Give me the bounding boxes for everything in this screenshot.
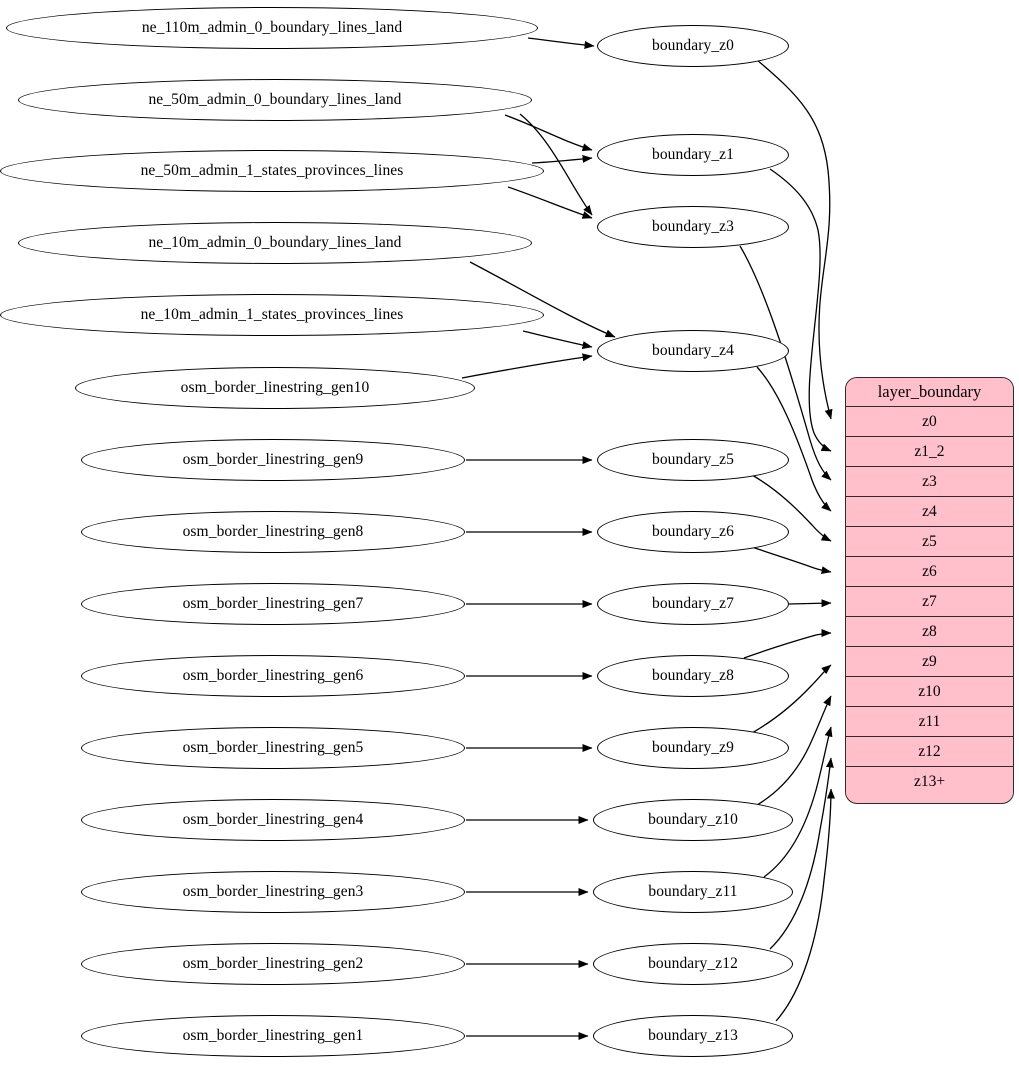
node-label: boundary_z5 [651,451,735,469]
layer-boundary-row-z6[interactable]: z6 [846,557,1013,587]
edge-osm_border_linestring_gen10-to-boundary_z4 [461,353,593,379]
boundary-node-boundary_z13[interactable]: boundary_z13 [593,1015,793,1057]
source-node-osm_border_linestring_gen6[interactable]: osm_border_linestring_gen6 [81,655,465,697]
boundary-node-boundary_z0[interactable]: boundary_z0 [597,25,789,67]
node-label: boundary_z1 [651,146,735,164]
layer-boundary-row-z1_2[interactable]: z1_2 [846,437,1013,467]
node-label: boundary_z3 [651,218,735,236]
source-node-osm_border_linestring_gen10[interactable]: osm_border_linestring_gen10 [75,367,475,409]
layer-boundary-row-z11[interactable]: z11 [846,707,1013,737]
node-label: osm_border_linestring_gen3 [182,883,364,901]
layer-boundary-row-z3[interactable]: z3 [846,467,1013,497]
edge-boundary_z7-to-z7 [788,599,832,608]
boundary-node-boundary_z4[interactable]: boundary_z4 [597,330,789,372]
layer-boundary-row-z13+[interactable]: z13+ [846,767,1013,797]
node-label: boundary_z9 [651,739,735,757]
source-node-osm_border_linestring_gen7[interactable]: osm_border_linestring_gen7 [81,583,465,625]
edge-boundary_z8-to-z8 [743,629,832,659]
node-label: boundary_z13 [648,1027,738,1045]
node-label: boundary_z10 [648,811,738,829]
edge-ne_110m_admin_0_boundary_lines_land-to-boundary_z0 [527,37,595,49]
node-label: boundary_z4 [651,342,735,360]
boundary-node-boundary_z8[interactable]: boundary_z8 [597,655,789,697]
boundary-node-boundary_z6[interactable]: boundary_z6 [597,511,789,553]
node-label: osm_border_linestring_gen1 [182,1027,364,1045]
layer-boundary-row-z7[interactable]: z7 [846,587,1013,617]
node-label: boundary_z8 [651,667,735,685]
node-label: osm_border_linestring_gen4 [182,811,364,829]
layer-boundary-row-z12[interactable]: z12 [846,737,1013,767]
node-label: osm_border_linestring_gen7 [182,595,364,613]
layer-boundary-row-z0[interactable]: z0 [846,407,1013,437]
boundary-node-boundary_z3[interactable]: boundary_z3 [597,206,789,248]
node-label: boundary_z0 [651,37,735,55]
layer-boundary-row-z5[interactable]: z5 [846,527,1013,557]
source-node-osm_border_linestring_gen5[interactable]: osm_border_linestring_gen5 [81,727,465,769]
boundary-node-boundary_z5[interactable]: boundary_z5 [597,439,789,481]
node-label: boundary_z11 [648,883,738,901]
source-node-osm_border_linestring_gen4[interactable]: osm_border_linestring_gen4 [81,799,465,841]
node-label: ne_10m_admin_0_boundary_lines_land [148,234,402,252]
source-node-osm_border_linestring_gen1[interactable]: osm_border_linestring_gen1 [81,1015,465,1057]
source-node-ne_110m_admin_0_boundary_lines_land[interactable]: ne_110m_admin_0_boundary_lines_land [6,7,538,49]
layer-boundary-table-title: layer_boundary [846,378,1013,407]
source-node-osm_border_linestring_gen9[interactable]: osm_border_linestring_gen9 [81,439,465,481]
layer-boundary-row-z9[interactable]: z9 [846,647,1013,677]
node-label: osm_border_linestring_gen6 [182,667,364,685]
edge-ne_50m_admin_1_states_provinces_lines-to-boundary_z3 [507,186,593,219]
node-label: boundary_z12 [648,955,738,973]
node-label: ne_110m_admin_0_boundary_lines_land [141,19,403,37]
boundary-node-boundary_z9[interactable]: boundary_z9 [597,727,789,769]
boundary-node-boundary_z12[interactable]: boundary_z12 [593,943,793,985]
edge-ne_50m_admin_1_states_provinces_lines-to-boundary_z1 [531,154,593,164]
source-node-osm_border_linestring_gen3[interactable]: osm_border_linestring_gen3 [81,871,465,913]
layer-boundary-row-z8[interactable]: z8 [846,617,1013,647]
source-node-osm_border_linestring_gen8[interactable]: osm_border_linestring_gen8 [81,511,465,553]
node-label: ne_50m_admin_0_boundary_lines_land [148,91,402,109]
edge-boundary_z4-to-z4 [756,366,832,512]
source-node-ne_50m_admin_1_states_provinces_lines[interactable]: ne_50m_admin_1_states_provinces_lines [0,150,544,192]
node-label: boundary_z7 [651,595,735,613]
layer-boundary-row-z10[interactable]: z10 [846,677,1013,707]
layer-boundary-row-z4[interactable]: z4 [846,497,1013,527]
layer-boundary-table-rows: z0 z1_2 z3 z4 z5 z6 z7 z8 z9 z10 z11 z12 z13+ [846,407,1013,797]
boundary-node-boundary_z10[interactable]: boundary_z10 [593,799,793,841]
node-label: ne_10m_admin_1_states_provinces_lines [140,306,404,324]
layer-boundary-table[interactable]: layer_boundary z0 z1_2 z3 z4 z5 z6 z7 z8 z9 z10 z1… [845,377,1014,804]
edge-boundary_z12-to-z12 [769,757,834,950]
source-node-osm_border_linestring_gen2[interactable]: osm_border_linestring_gen2 [81,943,465,985]
node-label: osm_border_linestring_gen9 [182,451,364,469]
node-label: osm_border_linestring_gen8 [182,523,364,541]
edge-ne_50m_admin_0_boundary_lines_land-to-boundary_z1 [504,114,593,152]
source-node-ne_10m_admin_0_boundary_lines_land[interactable]: ne_10m_admin_0_boundary_lines_land [18,222,532,264]
node-label: osm_border_linestring_gen5 [182,739,364,757]
node-label: ne_50m_admin_1_states_provinces_lines [140,162,404,180]
edge-boundary_z1-to-z1_2 [769,168,832,452]
source-node-ne_10m_admin_1_states_provinces_lines[interactable]: ne_10m_admin_1_states_provinces_lines [0,294,544,336]
edge-ne_10m_admin_1_states_provinces_lines-to-boundary_z4 [522,330,593,349]
boundary-node-boundary_z11[interactable]: boundary_z11 [593,871,793,913]
source-node-ne_50m_admin_0_boundary_lines_land[interactable]: ne_50m_admin_0_boundary_lines_land [18,79,532,121]
edge-boundary_z6-to-z6 [751,546,832,575]
node-label: osm_border_linestring_gen10 [180,379,370,397]
node-label: osm_border_linestring_gen2 [182,955,364,973]
boundary-node-boundary_z7[interactable]: boundary_z7 [597,583,789,625]
boundary-node-boundary_z1[interactable]: boundary_z1 [597,134,789,176]
node-label: boundary_z6 [651,523,735,541]
